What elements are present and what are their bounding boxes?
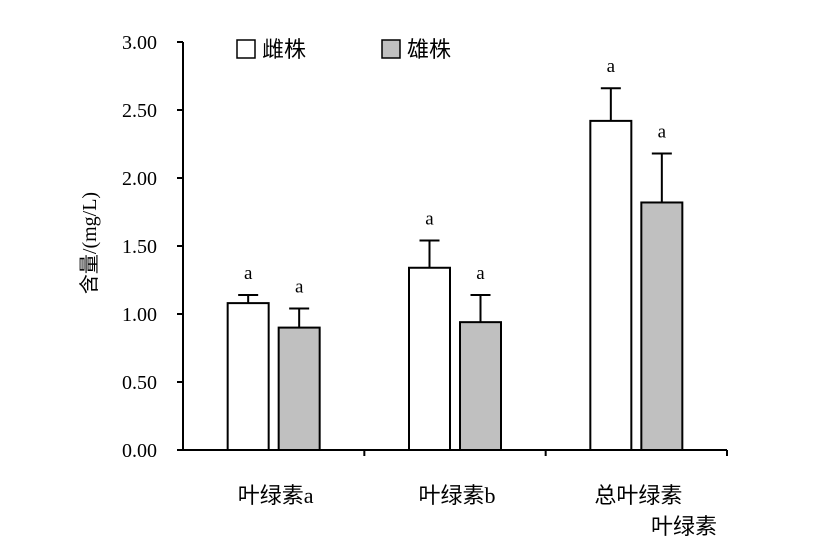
- x-category-label: 总叶绿素: [594, 483, 682, 508]
- bar-male-2: [640, 201, 684, 451]
- x-category-label: 叶绿素b: [418, 483, 495, 508]
- bar-female-0: [226, 302, 270, 451]
- y-tick-label: 0.00: [122, 440, 157, 462]
- y-tick-label: 2.50: [122, 100, 157, 122]
- y-tick-label: 2.00: [122, 168, 157, 190]
- significance-label-male-0: a: [295, 277, 304, 298]
- y-tick-label: 0.50: [122, 372, 157, 394]
- legend-swatch-female: [236, 39, 256, 59]
- axes-layer: [177, 41, 728, 456]
- y-tick-label: 3.00: [122, 32, 157, 54]
- bar-male-0: [277, 326, 321, 452]
- legend-label-female: 雌株: [262, 37, 306, 62]
- legend-swatch-male: [381, 39, 401, 59]
- y-tick-label: 1.00: [122, 304, 157, 326]
- x-category-label: 叶绿素a: [238, 483, 314, 508]
- x-extra-label: 叶绿素: [651, 514, 717, 539]
- y-tick-labels: 0.00 0.50 1.00 1.50 2.00 2.50 3.00: [122, 32, 157, 462]
- significance-label-male-1: a: [476, 263, 485, 284]
- error-bars-layer: [238, 87, 672, 328]
- significance-labels-layer: a a a a a a: [244, 56, 667, 297]
- bar-male-1: [459, 321, 502, 451]
- bar-female-1: [408, 266, 451, 452]
- y-tick-label: 1.50: [122, 236, 157, 258]
- significance-label-female-0: a: [244, 263, 253, 284]
- bar-female-2: [589, 119, 633, 451]
- significance-label-female-2: a: [607, 56, 616, 77]
- significance-label-male-2: a: [658, 122, 667, 143]
- legend: 雌株 雄株: [236, 37, 451, 62]
- significance-label-female-1: a: [425, 209, 434, 230]
- y-axis-title: 含量/(mg/L): [78, 192, 101, 294]
- x-category-labels: 叶绿素a 叶绿素b 总叶绿素: [238, 483, 683, 508]
- legend-label-male: 雄株: [407, 37, 451, 62]
